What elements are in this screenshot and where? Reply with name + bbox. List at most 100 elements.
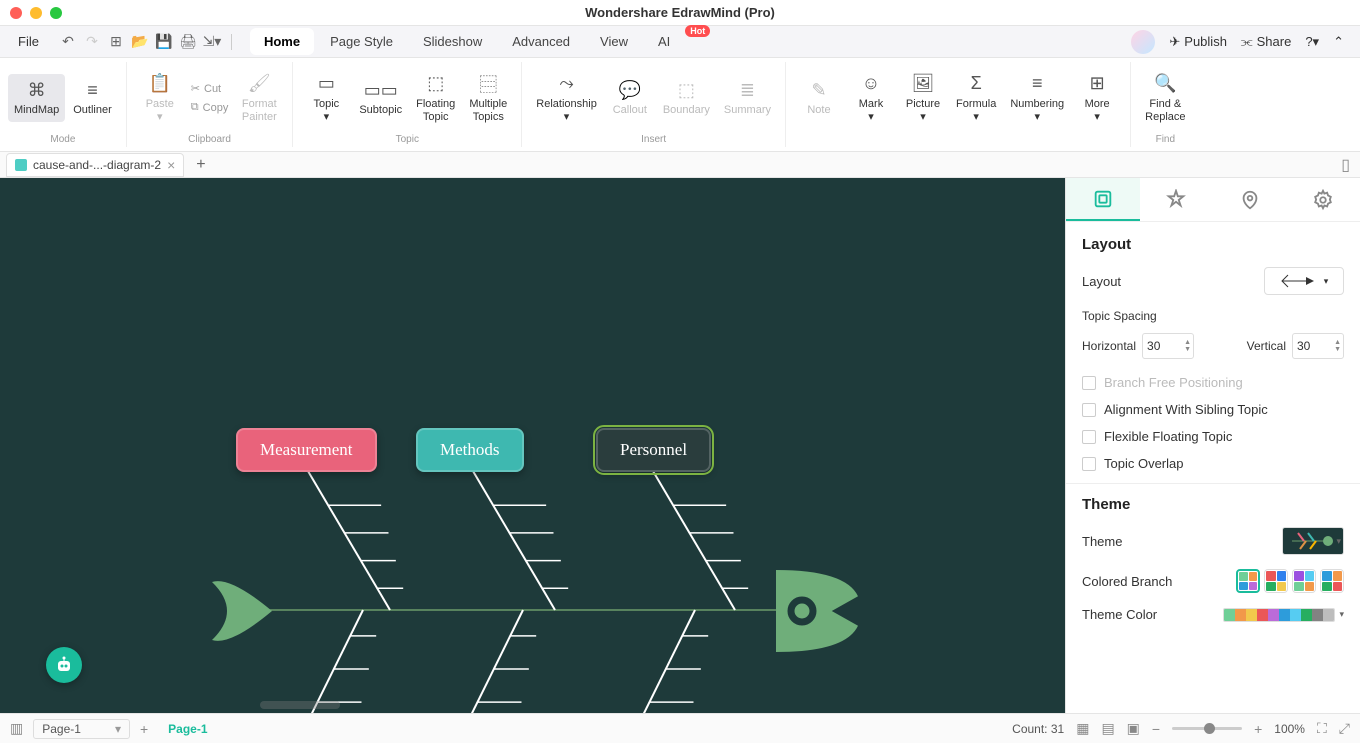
- multiple-topics-button[interactable]: ⿳Multiple Topics: [463, 68, 513, 128]
- copy-button[interactable]: ⧉ Copy: [187, 99, 233, 116]
- clipboard-group-label: Clipboard: [188, 134, 231, 147]
- color-palette[interactable]: [1236, 569, 1260, 593]
- user-avatar[interactable]: [1131, 30, 1155, 54]
- align-sibling-check[interactable]: Alignment With Sibling Topic: [1082, 402, 1344, 417]
- publish-button[interactable]: ✈Publish: [1169, 34, 1227, 50]
- canvas[interactable]: MeasurementMethodsPersonnelEnvironmentMa…: [0, 178, 1065, 713]
- side-tab-icon[interactable]: [1213, 178, 1287, 221]
- add-tab-button[interactable]: +: [190, 156, 211, 174]
- undo-icon[interactable]: ↶: [59, 33, 77, 51]
- close-window[interactable]: [10, 7, 22, 19]
- view-mode-2[interactable]: ▤: [1101, 720, 1114, 737]
- tab-advanced[interactable]: Advanced: [498, 28, 584, 55]
- open-icon[interactable]: 📂: [131, 33, 149, 51]
- mark-button[interactable]: ☺Mark▾: [846, 68, 896, 128]
- help-button[interactable]: ?▾: [1305, 34, 1319, 50]
- paste-button[interactable]: 📋Paste▾: [135, 68, 185, 128]
- pages-icon[interactable]: ▥: [10, 720, 23, 737]
- layout-section-title: Layout: [1082, 236, 1344, 253]
- more-button[interactable]: ⊞More▾: [1072, 68, 1122, 128]
- callout-button[interactable]: 💬Callout: [605, 74, 655, 121]
- zoom-out[interactable]: −: [1152, 721, 1160, 737]
- vertical-label: Vertical: [1247, 339, 1286, 353]
- tab-page-style[interactable]: Page Style: [316, 28, 407, 55]
- maximize-window[interactable]: [50, 7, 62, 19]
- colored-branch-label: Colored Branch: [1082, 574, 1172, 589]
- horizontal-input[interactable]: 30▲▼: [1142, 333, 1194, 359]
- horizontal-label: Horizontal: [1082, 339, 1136, 353]
- page-tab[interactable]: Page-1: [158, 722, 217, 736]
- vertical-input[interactable]: 30▲▼: [1292, 333, 1344, 359]
- close-tab-icon[interactable]: ×: [167, 157, 175, 173]
- theme-selector[interactable]: ▾: [1282, 527, 1344, 555]
- cut-button[interactable]: ✂ Cut: [187, 80, 233, 97]
- collapse-ribbon[interactable]: ⌃: [1333, 34, 1344, 50]
- insert-group-label: Insert: [641, 134, 666, 147]
- mode-group-label: Mode: [50, 134, 75, 147]
- hot-badge: Hot: [685, 25, 710, 37]
- fishbone-node[interactable]: Personnel: [596, 428, 711, 472]
- file-menu[interactable]: File: [8, 30, 49, 53]
- count-label: Count: 31: [1012, 722, 1064, 736]
- spacing-label: Topic Spacing: [1082, 309, 1344, 323]
- print-icon[interactable]: 🖨: [179, 33, 197, 51]
- subtopic-button[interactable]: ▭▭Subtopic: [353, 74, 408, 121]
- redo-icon[interactable]: ↷: [83, 33, 101, 51]
- fishbone-node[interactable]: Methods: [416, 428, 524, 472]
- floating-topic-button[interactable]: ⬚Floating Topic: [410, 68, 461, 128]
- find-replace-button[interactable]: 🔍Find & Replace: [1139, 68, 1191, 128]
- layout-label: Layout: [1082, 274, 1121, 289]
- theme-color-strip[interactable]: [1223, 608, 1335, 622]
- fishbone-node[interactable]: Measurement: [236, 428, 377, 472]
- save-icon[interactable]: 💾: [155, 33, 173, 51]
- theme-color-label: Theme Color: [1082, 607, 1157, 622]
- relationship-button[interactable]: ⤳Relationship▾: [530, 68, 603, 128]
- new-icon[interactable]: ⊞: [107, 33, 125, 51]
- document-tab[interactable]: cause-and-...-diagram-2 ×: [6, 153, 184, 177]
- ai-assistant-bubble[interactable]: [46, 647, 82, 683]
- outliner-mode[interactable]: ≡Outliner: [67, 74, 118, 121]
- doc-tab-label: cause-and-...-diagram-2: [33, 158, 161, 172]
- tab-slideshow[interactable]: Slideshow: [409, 28, 496, 55]
- zoom-value: 100%: [1274, 722, 1305, 736]
- page-selector[interactable]: Page-1▾: [33, 719, 130, 739]
- find-group-label: Find: [1156, 134, 1175, 147]
- horizontal-scrollbar[interactable]: [260, 701, 340, 709]
- fullscreen[interactable]: ⤢: [1339, 720, 1350, 737]
- side-tab-settings[interactable]: [1287, 178, 1360, 221]
- add-page-button[interactable]: +: [140, 721, 148, 737]
- share-button[interactable]: ⫘Share: [1241, 34, 1291, 50]
- topic-button[interactable]: ▭Topic▾: [301, 68, 351, 128]
- mindmap-mode[interactable]: ⌘MindMap: [8, 74, 65, 121]
- format-painter[interactable]: 🖌Format Painter: [234, 68, 284, 128]
- zoom-slider[interactable]: [1172, 727, 1242, 730]
- export-icon[interactable]: ⇲▾: [203, 33, 221, 51]
- boundary-button[interactable]: ⬚Boundary: [657, 74, 716, 121]
- summary-button[interactable]: ≣Summary: [718, 74, 777, 121]
- numbering-button[interactable]: ≡Numbering▾: [1004, 68, 1070, 128]
- color-palette[interactable]: [1264, 569, 1288, 593]
- flex-floating-check[interactable]: Flexible Floating Topic: [1082, 429, 1344, 444]
- side-tab-layout[interactable]: [1066, 178, 1140, 221]
- view-mode-3[interactable]: ▣: [1127, 720, 1140, 737]
- picture-button[interactable]: 🖼Picture▾: [898, 68, 948, 128]
- minimize-window[interactable]: [30, 7, 42, 19]
- note-button[interactable]: ✎Note: [794, 74, 844, 121]
- panel-toggle-icon[interactable]: ▯: [1341, 155, 1350, 175]
- fit-page[interactable]: ⛶: [1317, 720, 1327, 737]
- formula-button[interactable]: ΣFormula▾: [950, 68, 1002, 128]
- tab-home[interactable]: Home: [250, 28, 314, 55]
- branch-free-check: Branch Free Positioning: [1082, 375, 1344, 390]
- topic-overlap-check[interactable]: Topic Overlap: [1082, 456, 1344, 471]
- side-tab-style[interactable]: [1140, 178, 1214, 221]
- color-palette[interactable]: [1292, 569, 1316, 593]
- color-palette[interactable]: [1320, 569, 1344, 593]
- app-title: Wondershare EdrawMind (Pro): [0, 5, 1360, 20]
- tab-view[interactable]: View: [586, 28, 642, 55]
- view-mode-1[interactable]: ▦: [1076, 720, 1089, 737]
- tab-ai[interactable]: AIHot: [644, 28, 696, 55]
- layout-selector[interactable]: ▾: [1264, 267, 1344, 295]
- zoom-in[interactable]: +: [1254, 721, 1262, 737]
- theme-section-title: Theme: [1082, 496, 1344, 513]
- theme-label: Theme: [1082, 534, 1122, 549]
